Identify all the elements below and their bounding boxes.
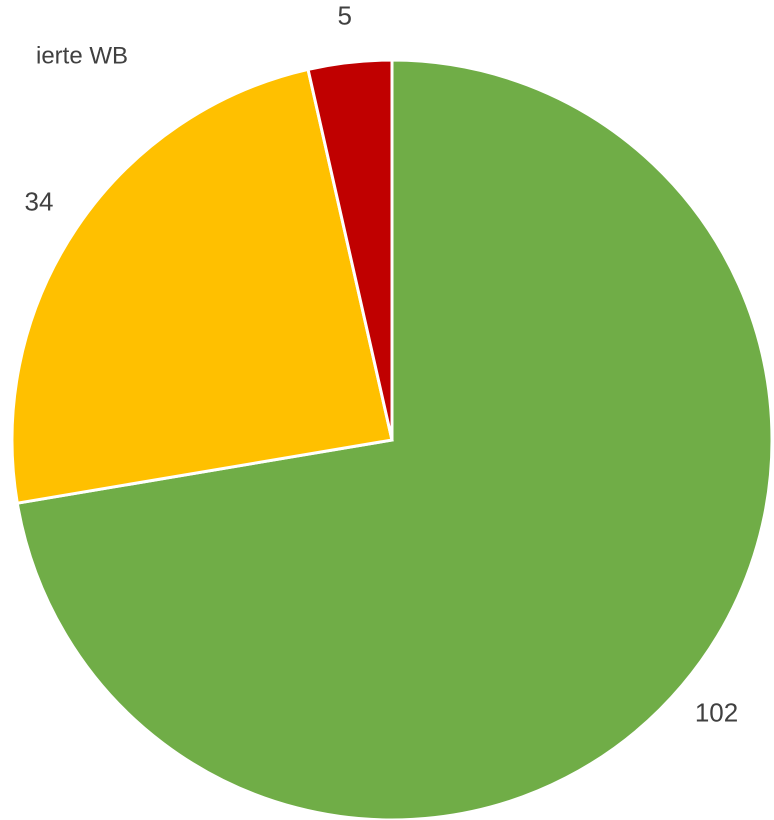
legend-fragment: ierte WB: [36, 42, 128, 69]
pie-slice: [306, 58, 394, 441]
pie-slice: [10, 67, 394, 505]
data-label: 102: [695, 697, 738, 727]
pie-slice: [15, 58, 774, 820]
data-label: 5: [338, 1, 352, 31]
data-label: 34: [24, 186, 53, 216]
